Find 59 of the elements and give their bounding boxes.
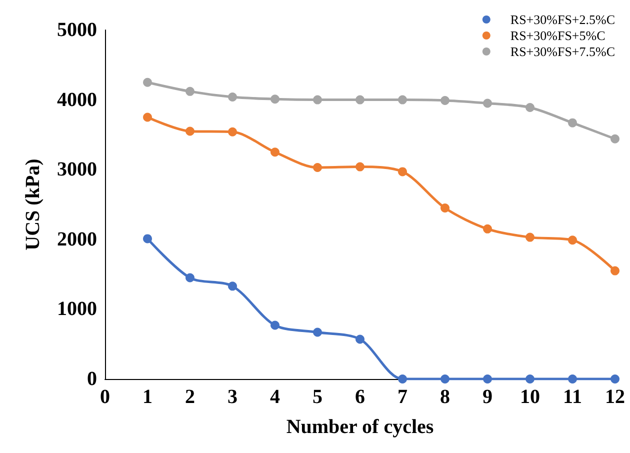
point <box>356 334 364 344</box>
x-axis-title: Number of cycles <box>286 416 434 438</box>
point <box>270 320 280 330</box>
y-tick-label: 4000 <box>57 88 97 111</box>
point <box>610 134 620 144</box>
point <box>610 266 620 276</box>
point <box>398 374 407 384</box>
x-tick-label: 11 <box>563 386 582 408</box>
point <box>526 232 534 242</box>
point <box>483 224 492 234</box>
x-tick-label: 7 <box>398 386 408 408</box>
x-tick-label: 6 <box>355 386 365 408</box>
point <box>610 374 620 384</box>
x-tick-label: 9 <box>482 386 492 408</box>
legend-label: RS+30%FS+2.5%C <box>510 12 616 27</box>
point <box>313 163 322 172</box>
y-tick-label: 2000 <box>57 228 97 250</box>
point <box>228 92 237 102</box>
point <box>440 374 450 384</box>
point <box>398 95 407 104</box>
point <box>228 127 237 136</box>
x-tick-label: 8 <box>440 386 450 408</box>
y-tick-label: 3000 <box>57 158 97 181</box>
point <box>186 273 194 282</box>
point <box>483 374 492 384</box>
legend-label: RS+30%FS+5%C <box>510 28 606 43</box>
x-tick-label: 12 <box>605 386 625 408</box>
x-tick-label: 5 <box>312 386 322 408</box>
point <box>526 102 534 112</box>
point <box>356 95 364 104</box>
point <box>526 374 534 384</box>
x-tick-label: 3 <box>228 386 238 408</box>
point <box>143 234 152 244</box>
point <box>356 162 364 172</box>
point <box>568 118 577 128</box>
point <box>440 96 450 105</box>
point <box>270 148 280 157</box>
point <box>313 328 322 337</box>
point <box>568 374 577 384</box>
point <box>313 95 322 104</box>
legend-label: RS+30%FS+7.5%C <box>510 44 616 59</box>
x-tick-label: 10 <box>520 386 540 408</box>
point <box>186 126 194 136</box>
point <box>228 282 237 291</box>
point <box>568 236 577 245</box>
y-tick-label: 1000 <box>57 298 97 320</box>
point <box>270 94 280 104</box>
y-tick-label: 0 <box>87 368 97 390</box>
point <box>143 112 152 122</box>
y-axis-title: UCS (kPa) <box>22 158 44 250</box>
point <box>143 78 152 87</box>
y-tick-label: 5000 <box>57 19 97 41</box>
x-tick-label: 1 <box>142 386 152 408</box>
point <box>398 167 407 176</box>
x-tick-label: 2 <box>185 386 195 408</box>
point <box>483 98 492 108</box>
point <box>440 203 450 212</box>
point <box>186 86 194 96</box>
x-tick-label: 4 <box>270 386 280 408</box>
